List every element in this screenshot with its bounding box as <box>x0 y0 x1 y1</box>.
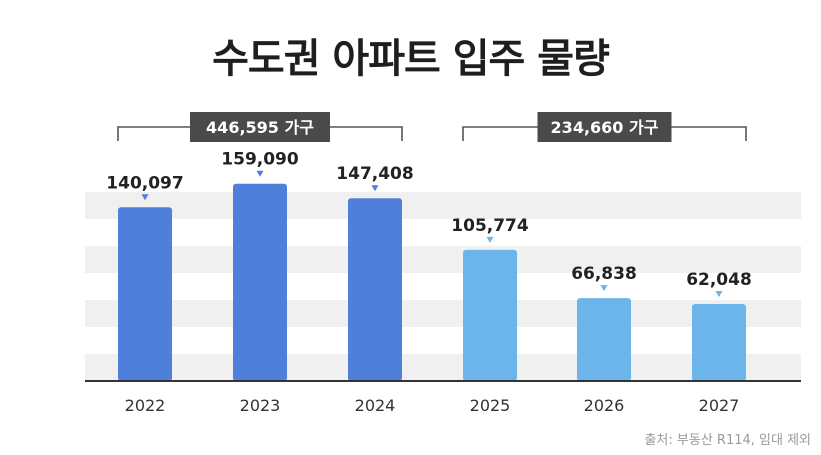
x-tick-2027: 2027 <box>699 396 740 415</box>
bar-2027 <box>692 304 746 381</box>
bar-2026 <box>577 298 631 381</box>
value-label-2025: 105,774 <box>451 216 529 236</box>
background-stripes <box>85 192 801 381</box>
group-bracket-1: 234,660 가구 <box>462 112 747 142</box>
grid-stripe <box>85 246 801 273</box>
group-label-box <box>190 112 330 142</box>
value-label-2022: 140,097 <box>106 173 183 193</box>
bar-2025 <box>463 249 517 381</box>
bar-marker-2026 <box>600 285 608 292</box>
grid-stripe <box>85 354 801 381</box>
value-label-2027: 62,048 <box>686 270 752 290</box>
grid-stripe <box>85 300 801 327</box>
x-tick-2026: 2026 <box>584 396 625 415</box>
value-label-2026: 66,838 <box>571 264 637 284</box>
bar-marker-2024 <box>371 185 379 192</box>
x-tick-2023: 2023 <box>240 396 281 415</box>
group-brackets: 446,595 가구 234,660 가구 <box>117 112 747 142</box>
value-labels: 140,097 159,090 147,408 105,774 66,838 62,048 <box>106 150 752 298</box>
value-label-2024: 147,408 <box>336 164 413 184</box>
x-tick-labels: 2022 2023 2024 2025 2026 2027 <box>125 396 740 415</box>
bar-2023 <box>233 183 287 381</box>
bars <box>118 183 746 381</box>
group-label-box <box>537 112 672 142</box>
x-tick-2025: 2025 <box>470 396 511 415</box>
value-label-2023: 159,090 <box>221 150 299 170</box>
group-bracket-0: 446,595 가구 <box>117 112 403 142</box>
bar-marker-2022 <box>141 194 149 201</box>
x-tick-2024: 2024 <box>355 396 396 415</box>
chart-title: 수도권 아파트 입주 물량 <box>212 36 610 82</box>
bar-2022 <box>118 207 172 381</box>
bar-2024 <box>348 198 402 381</box>
source-note: 출처: 부동산 R114, 임대 제외 <box>644 433 811 448</box>
grid-stripe <box>85 192 801 219</box>
bar-marker-2025 <box>486 236 494 243</box>
bar-marker-2023 <box>256 170 264 177</box>
bar-marker-2027 <box>715 291 723 298</box>
x-tick-2022: 2022 <box>125 396 166 415</box>
group-label-0: 446,595 가구 <box>206 118 314 137</box>
group-label-1: 234,660 가구 <box>551 118 659 137</box>
